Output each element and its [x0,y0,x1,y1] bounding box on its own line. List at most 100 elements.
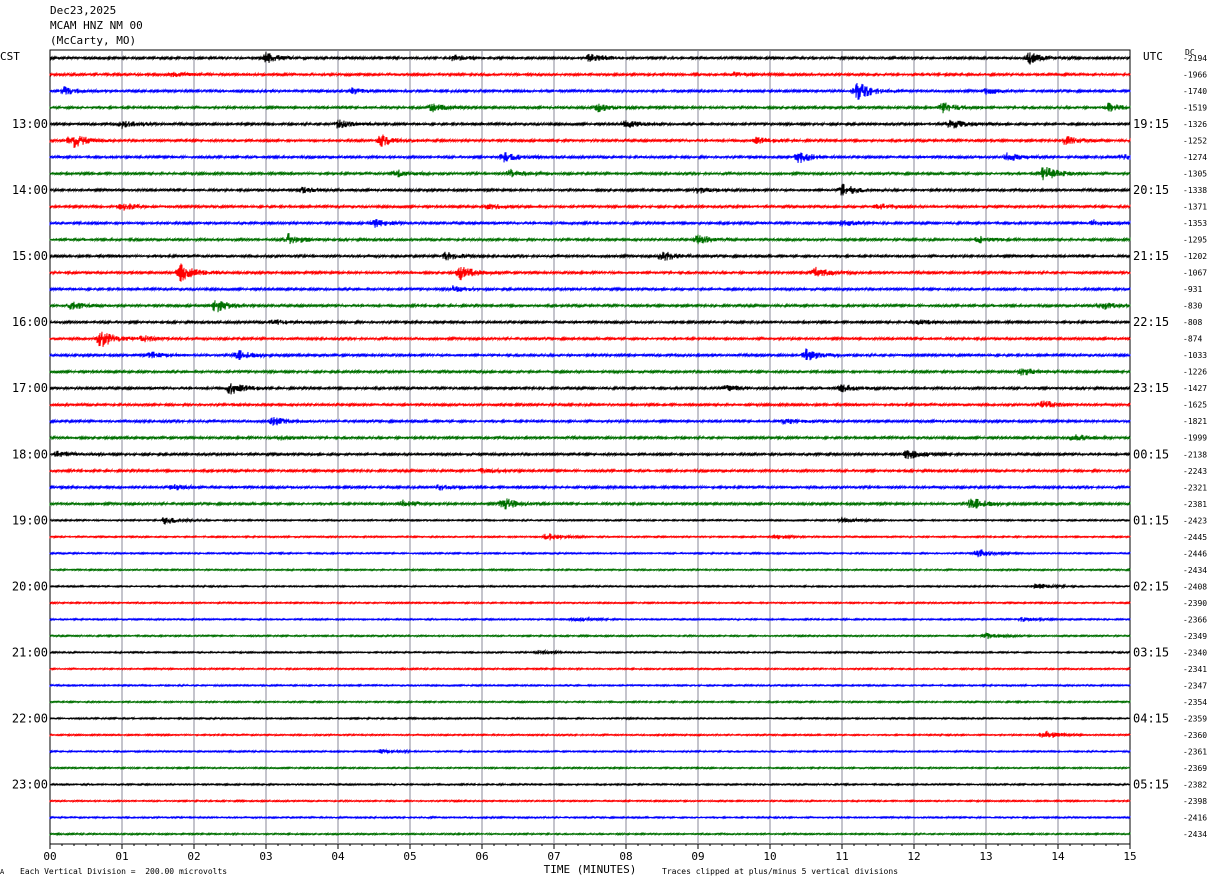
trace-44 [49,782,1131,787]
dc-offset-label: -2434 [1183,830,1207,839]
x-tick-label: 06 [475,850,488,863]
trace-37 [49,666,1131,672]
trace-4 [49,119,1131,130]
station-label: MCAM HNZ NM 00 [50,19,143,32]
trace-39 [49,699,1131,705]
trace-41 [49,730,1131,739]
dc-offset-label: -2349 [1183,632,1207,641]
cst-hour-label: 16:00 [12,315,48,329]
x-tick-label: 08 [619,850,632,863]
trace-3 [49,102,1131,114]
dc-offset-label: -2369 [1183,764,1207,773]
trace-22 [49,416,1131,426]
trace-6 [49,152,1131,164]
trace-46 [49,815,1131,820]
trace-19 [49,368,1131,376]
cst-hour-label: 19:00 [12,513,48,527]
dc-offset-label: -1740 [1183,87,1207,96]
trace-33 [49,600,1131,605]
utc-hour-label: 03:15 [1133,645,1169,659]
x-tick-label: 10 [763,850,776,863]
trace-17 [49,331,1131,347]
x-tick-label: 13 [979,850,992,863]
left-timezone-label: CST [0,50,20,63]
x-tick-label: 00 [43,850,56,863]
trace-47 [49,831,1131,837]
trace-32 [49,583,1131,590]
utc-hour-label: 05:15 [1133,777,1169,791]
dc-offset-label: -2381 [1183,500,1207,509]
dc-offset-label: -1326 [1183,120,1207,129]
dc-offset-label: -2446 [1183,549,1207,558]
dc-offset-label: -1427 [1183,384,1207,393]
location-label: (McCarty, MO) [50,34,137,47]
utc-hour-label: 04:15 [1133,711,1169,725]
dc-offset-label: -2340 [1183,648,1207,657]
dc-offset-label: -2445 [1183,533,1207,542]
trace-45 [49,798,1131,804]
dc-offset-label: -2416 [1183,813,1207,822]
trace-16 [49,319,1131,326]
trace-10 [49,218,1131,228]
dc-offset-label: -2347 [1183,681,1207,690]
trace-7 [49,166,1131,181]
dc-offset-label: -2366 [1183,615,1207,624]
x-tick-label: 02 [187,850,200,863]
scale-note: Each Vertical Division = 200.00 microvol… [20,867,228,876]
x-tick-label: 15 [1123,850,1136,863]
utc-hour-label: 01:15 [1133,513,1169,527]
cst-hour-label: 23:00 [12,777,48,791]
trace-30 [49,549,1131,558]
x-tick-label: 04 [331,850,345,863]
trace-20 [49,383,1131,395]
trace-29 [49,533,1131,541]
clip-note: Traces clipped at plus/minus 5 vertical … [662,867,899,876]
dc-offset-label: -1371 [1183,203,1207,212]
trace-18 [49,348,1131,361]
dc-offset-label: -1274 [1183,153,1207,162]
trace-0 [49,52,1131,65]
x-tick-label: 07 [547,850,560,863]
trace-24 [49,450,1131,460]
trace-43 [49,765,1131,771]
trace-8 [49,183,1131,196]
cst-hour-label: 22:00 [12,711,48,725]
dc-offset-label: -2243 [1183,467,1207,476]
utc-hour-label: 23:15 [1133,381,1169,395]
trace-15 [49,300,1131,313]
trace-2 [49,82,1131,100]
trace-14 [49,285,1131,293]
trace-26 [49,483,1131,491]
x-tick-label: 14 [1051,850,1065,863]
utc-hour-label: 00:15 [1133,447,1169,461]
x-tick-label: 09 [691,850,704,863]
cst-hour-label: 14:00 [12,183,48,197]
dc-offset-label: -1625 [1183,401,1207,410]
dc-offset-label: -1067 [1183,269,1207,278]
dc-offset-label: -2361 [1183,747,1207,756]
dc-offset-label: -2138 [1183,450,1207,459]
dc-offset-label: -2360 [1183,731,1207,740]
dc-offset-label: -2354 [1183,698,1207,707]
dc-offset-label: -830 [1183,302,1202,311]
corner-mark: A [0,868,5,876]
x-tick-label: 11 [835,850,848,863]
dc-offset-label: -2423 [1183,516,1207,525]
trace-5 [49,134,1131,148]
x-tick-label: 05 [403,850,416,863]
dc-offset-label: -2398 [1183,797,1207,806]
trace-13 [49,263,1131,282]
dc-offset-label: -1252 [1183,137,1207,146]
dc-offset-label: -2408 [1183,582,1207,591]
x-axis-title: TIME (MINUTES) [544,863,637,876]
trace-35 [49,632,1131,640]
dc-offset-label: -2382 [1183,780,1207,789]
x-tick-label: 03 [259,850,272,863]
dc-offset-label: -2194 [1183,54,1207,63]
trace-40 [49,716,1131,721]
cst-hour-label: 20:00 [12,579,48,593]
utc-hour-label: 19:15 [1133,117,1169,131]
dc-offset-label: -2390 [1183,599,1207,608]
dc-offset-label: -1202 [1183,252,1207,261]
